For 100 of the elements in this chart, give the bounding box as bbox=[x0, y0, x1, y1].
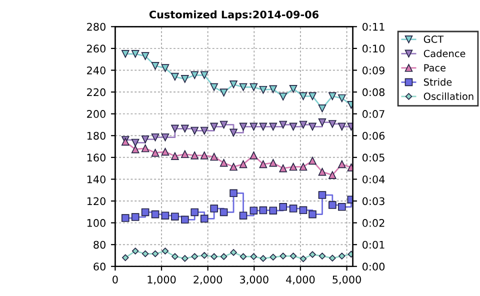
point bbox=[210, 152, 218, 161]
point bbox=[239, 160, 248, 168]
point bbox=[142, 250, 149, 258]
point bbox=[318, 168, 326, 176]
point bbox=[171, 124, 179, 133]
point bbox=[280, 252, 286, 260]
point bbox=[250, 152, 258, 160]
point bbox=[259, 86, 268, 94]
x-tick-label: 4,000 bbox=[286, 276, 315, 285]
point bbox=[250, 253, 258, 260]
point bbox=[171, 152, 179, 160]
point bbox=[181, 150, 189, 158]
point bbox=[338, 94, 346, 102]
point bbox=[200, 214, 208, 223]
point bbox=[269, 206, 278, 214]
y-tick-label: 160 bbox=[87, 154, 106, 162]
point bbox=[230, 249, 237, 256]
point bbox=[131, 145, 140, 154]
point bbox=[181, 216, 189, 224]
point bbox=[161, 133, 170, 142]
legend-label: GCT bbox=[424, 36, 444, 43]
chart-title: Customized Laps:2014-09-06 bbox=[149, 10, 319, 20]
point bbox=[210, 204, 218, 212]
point bbox=[151, 133, 160, 142]
point bbox=[230, 189, 238, 198]
point bbox=[220, 253, 228, 260]
point bbox=[132, 248, 139, 254]
point bbox=[289, 162, 298, 171]
point bbox=[250, 83, 258, 92]
point bbox=[329, 254, 336, 262]
point bbox=[290, 252, 297, 260]
point bbox=[308, 92, 316, 100]
point bbox=[289, 204, 298, 212]
point bbox=[299, 162, 308, 171]
point bbox=[131, 213, 140, 221]
point bbox=[141, 135, 150, 144]
point bbox=[190, 126, 199, 135]
point bbox=[151, 210, 160, 218]
point bbox=[299, 92, 308, 100]
point bbox=[328, 120, 336, 128]
point bbox=[141, 144, 150, 152]
point bbox=[200, 152, 208, 160]
x-tick-label: 1,000 bbox=[148, 276, 176, 285]
point bbox=[121, 214, 130, 222]
point bbox=[279, 120, 287, 129]
point bbox=[210, 122, 218, 131]
point bbox=[230, 80, 238, 88]
point bbox=[259, 206, 268, 214]
x-tick-label: 3,000 bbox=[240, 276, 268, 285]
point bbox=[240, 253, 247, 260]
point bbox=[190, 152, 199, 160]
x-tick-label: 2,000 bbox=[194, 276, 222, 285]
y2-tick-label: 0:05 bbox=[362, 154, 384, 162]
point bbox=[318, 252, 326, 260]
legend-label: Stride bbox=[424, 78, 452, 86]
y-tick-label: 280 bbox=[87, 22, 106, 31]
point bbox=[250, 206, 258, 214]
point bbox=[239, 122, 248, 131]
point bbox=[181, 124, 189, 133]
y-tick-label: 200 bbox=[87, 110, 106, 118]
point bbox=[121, 50, 130, 58]
point bbox=[210, 83, 218, 92]
point bbox=[210, 253, 218, 260]
point bbox=[318, 191, 326, 199]
point bbox=[172, 253, 178, 260]
point bbox=[220, 88, 228, 96]
y-tick-label: 80 bbox=[94, 240, 106, 249]
y2-tick-label: 0:08 bbox=[362, 88, 385, 96]
point bbox=[239, 212, 248, 220]
point bbox=[250, 122, 258, 131]
y-tick-label: 240 bbox=[87, 66, 106, 74]
legend-label: Pace bbox=[424, 64, 446, 72]
point bbox=[328, 92, 336, 100]
point bbox=[308, 122, 316, 131]
point bbox=[200, 71, 208, 80]
point bbox=[318, 118, 326, 126]
point bbox=[300, 255, 307, 262]
point bbox=[318, 104, 326, 112]
x-tick-label: 5,000 bbox=[332, 276, 361, 285]
point bbox=[328, 171, 336, 179]
y-tick-label: 180 bbox=[87, 132, 106, 140]
point bbox=[239, 83, 248, 92]
point bbox=[269, 158, 278, 167]
y-tick-label: 60 bbox=[94, 262, 106, 271]
point bbox=[270, 254, 277, 260]
point bbox=[200, 252, 208, 259]
point bbox=[279, 164, 287, 172]
point bbox=[171, 72, 179, 81]
point bbox=[200, 126, 208, 135]
y-tick-label: 100 bbox=[87, 219, 106, 227]
point bbox=[299, 120, 308, 129]
legend-label: Cadence bbox=[424, 50, 466, 58]
point bbox=[269, 85, 278, 94]
y-tick-label: 140 bbox=[87, 175, 106, 184]
point bbox=[269, 122, 278, 131]
point bbox=[171, 212, 179, 220]
point bbox=[308, 156, 316, 165]
point bbox=[141, 208, 150, 216]
point bbox=[161, 148, 170, 156]
point bbox=[289, 84, 298, 93]
